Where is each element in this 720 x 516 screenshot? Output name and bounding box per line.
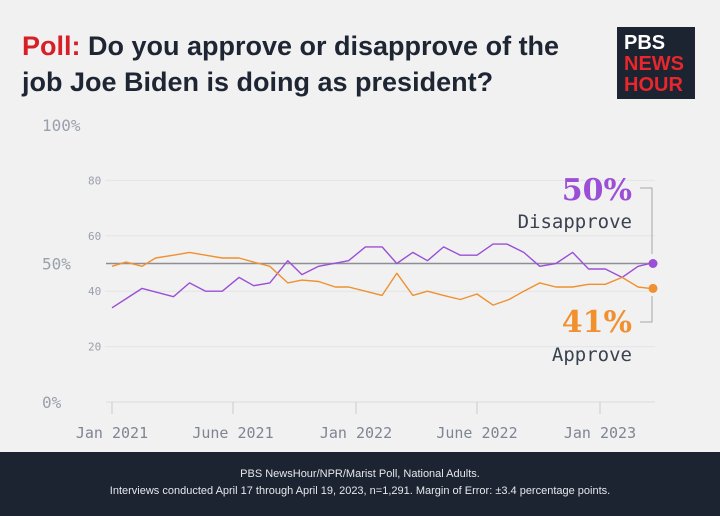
disapprove-series-label: Disapprove bbox=[518, 211, 632, 233]
footer: PBS NewsHour/NPR/Marist Poll, National A… bbox=[0, 452, 720, 516]
y-tick-label: 60 bbox=[88, 230, 101, 243]
series-line-disapprove bbox=[111, 243, 651, 309]
chart-title: Poll: Do you approve or disapprove of th… bbox=[22, 28, 592, 100]
end-marker-disapprove bbox=[648, 259, 658, 268]
y-tick-label: 50% bbox=[42, 255, 71, 274]
y-tick-label: 20 bbox=[88, 341, 101, 354]
x-tick-label: June 2022 bbox=[436, 424, 517, 442]
x-tick-label: June 2021 bbox=[192, 424, 273, 442]
y-tick-label: 80 bbox=[88, 174, 101, 187]
approve-value-label: 41% bbox=[562, 305, 632, 340]
series-line-approve bbox=[111, 251, 651, 306]
approve-bracket bbox=[640, 296, 653, 323]
end-marker-approve bbox=[648, 283, 658, 293]
x-tick-label: Jan 2022 bbox=[320, 424, 392, 442]
title-highlight: Poll: bbox=[22, 31, 81, 61]
title-text: Do you approve or disapprove of the job … bbox=[22, 31, 560, 97]
approve-series-label: Approve bbox=[552, 344, 632, 366]
y-tick-label: 100% bbox=[42, 116, 81, 135]
disapprove-value-label: 50% bbox=[562, 173, 632, 208]
y-tick-label: 40 bbox=[88, 285, 101, 298]
y-tick-label: 0% bbox=[42, 393, 62, 412]
x-tick-label: Jan 2023 bbox=[564, 424, 636, 442]
footer-methodology: Interviews conducted April 17 through Ap… bbox=[109, 485, 611, 497]
line-chart: 100% 80 60 50% 40 20 0% Jan 2021 June 2021 Jan 20… bbox=[42, 116, 658, 442]
footer-source: PBS NewsHour/NPR/Marist Poll, National A… bbox=[240, 468, 480, 480]
pbs-newshour-logo: PBS NEWS HOUR bbox=[617, 27, 695, 99]
x-tick-label: Jan 2021 bbox=[76, 424, 148, 442]
disapprove-bracket bbox=[640, 187, 653, 254]
